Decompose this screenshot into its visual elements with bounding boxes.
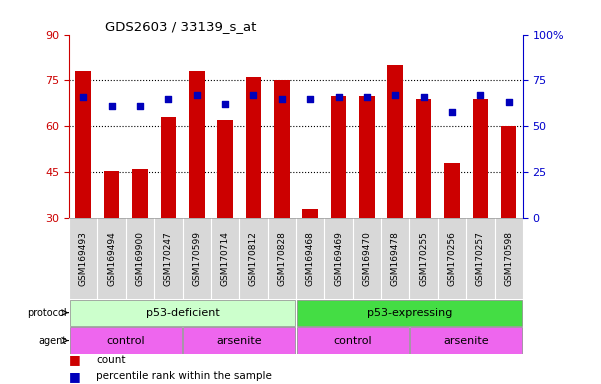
Text: GSM169478: GSM169478 (391, 231, 400, 286)
Point (135, 103, 145, 109)
Point (362, 94, 371, 100)
Bar (388, 65, 403, 218)
Text: GSM169470: GSM169470 (362, 231, 371, 286)
Bar (331, 96, 346, 218)
Point (79, 94, 88, 100)
Text: control: control (334, 336, 372, 346)
Bar (218, 120, 233, 218)
Bar (189, 71, 204, 218)
Text: GSM170255: GSM170255 (419, 231, 428, 286)
Text: GSM170714: GSM170714 (221, 231, 230, 286)
Point (305, 96, 315, 102)
Bar (104, 170, 120, 218)
FancyBboxPatch shape (70, 328, 182, 354)
Text: ■: ■ (69, 370, 81, 383)
Text: count: count (96, 354, 126, 365)
Text: arsenite: arsenite (444, 336, 489, 346)
Point (504, 99, 513, 106)
Text: control: control (106, 336, 145, 346)
Text: GDS2603 / 33139_s_at: GDS2603 / 33139_s_at (105, 20, 257, 33)
Text: GSM170256: GSM170256 (448, 231, 457, 286)
Bar (416, 99, 432, 218)
FancyBboxPatch shape (296, 300, 522, 326)
Text: GSM169494: GSM169494 (107, 231, 116, 286)
Point (475, 92, 485, 98)
Text: protocol: protocol (26, 308, 66, 318)
Text: GSM169900: GSM169900 (135, 231, 144, 286)
Bar (246, 77, 261, 218)
Point (419, 94, 429, 100)
FancyBboxPatch shape (183, 328, 296, 354)
Point (334, 94, 343, 100)
Point (249, 92, 258, 98)
Bar (359, 96, 374, 218)
Bar (132, 169, 148, 218)
Text: p53-expressing: p53-expressing (367, 308, 452, 318)
Text: agent: agent (38, 336, 66, 346)
Point (221, 101, 230, 108)
Point (163, 96, 173, 102)
Point (447, 109, 457, 115)
Text: GSM169468: GSM169468 (306, 231, 315, 286)
FancyBboxPatch shape (296, 328, 409, 354)
Bar (444, 163, 460, 218)
Text: GSM170599: GSM170599 (192, 231, 201, 286)
Point (391, 92, 400, 98)
Bar (472, 99, 488, 218)
Text: GSM170247: GSM170247 (164, 231, 173, 286)
Text: GSM170812: GSM170812 (249, 231, 258, 286)
Text: percentile rank within the sample: percentile rank within the sample (96, 371, 272, 381)
Text: GSM169469: GSM169469 (334, 231, 343, 286)
Text: GSM169493: GSM169493 (79, 231, 88, 286)
Text: p53-deficient: p53-deficient (145, 308, 219, 318)
Point (192, 92, 201, 98)
Bar (274, 80, 290, 218)
Bar (76, 71, 91, 218)
Text: GSM170257: GSM170257 (476, 231, 485, 286)
FancyBboxPatch shape (410, 328, 522, 354)
Text: GSM170598: GSM170598 (504, 231, 513, 286)
Bar (160, 117, 176, 218)
Text: ■: ■ (69, 353, 81, 366)
Point (107, 103, 117, 109)
Text: arsenite: arsenite (216, 336, 262, 346)
Bar (501, 126, 516, 218)
FancyBboxPatch shape (70, 300, 296, 326)
Text: GSM170828: GSM170828 (277, 231, 286, 286)
Bar (302, 209, 318, 218)
Point (277, 96, 287, 102)
